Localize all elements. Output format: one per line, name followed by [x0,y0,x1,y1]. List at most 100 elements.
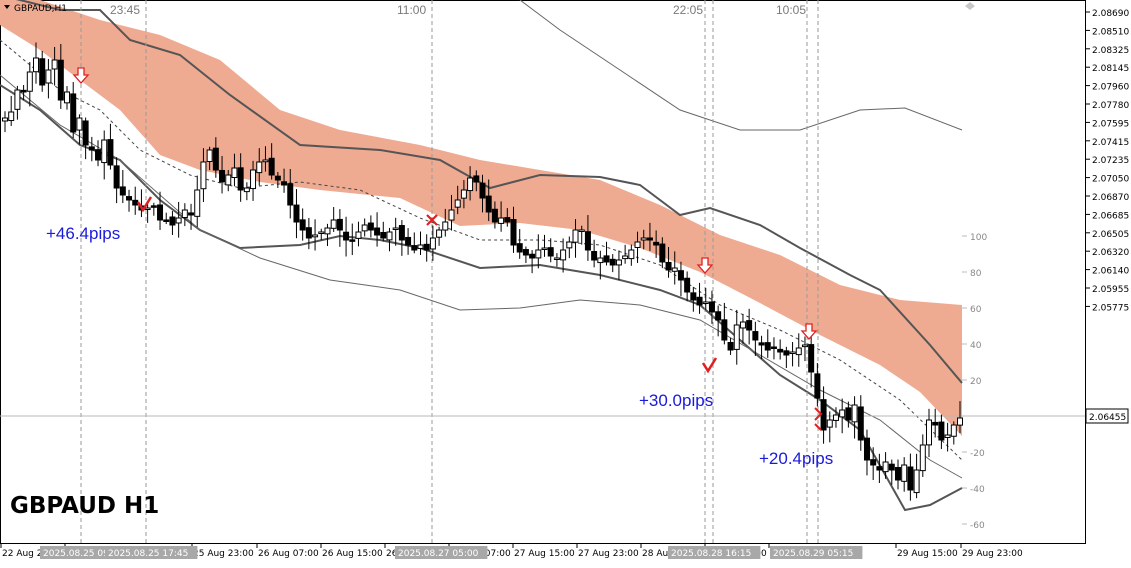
candle-body [163,219,170,222]
candle-body [560,249,567,261]
top-time-4: 10:05 [776,3,806,17]
candle-body [665,261,672,271]
time-highlight-box [395,546,488,559]
candle-body [622,255,629,260]
candle-body [907,466,914,491]
symbol-label: GBPAUD,H1 [14,4,67,14]
sell-arrow-icon [800,323,818,340]
candle-body [250,169,257,190]
osc-tick-label: -40 [970,485,985,495]
candle-body [417,244,424,249]
price-tick-label: 2.08145 [1092,64,1129,74]
price-tick-label: 2.05955 [1092,285,1129,295]
symbol-dropdown-icon[interactable] [4,5,10,9]
candle-body [126,196,133,201]
candle-body [119,186,126,196]
bollinger-upper-line [15,0,963,384]
sell-arrow-icon [72,67,90,84]
bollinger-lower-line [0,84,963,512]
candle-body [591,251,598,261]
price-tick-label: 2.07415 [1092,138,1129,148]
candle-body [206,149,213,163]
candle-body [343,231,350,241]
candle-body [547,247,554,257]
lower-ma-line [0,74,963,479]
candle-body [615,259,622,266]
candle-body [150,205,157,208]
time-highlight-box [40,546,117,559]
candle-body [640,237,647,241]
candle-body [436,229,443,238]
candle-body [504,217,511,223]
candle-body [188,212,195,216]
time-tick-label: 26 Aug 15:00 [322,549,383,559]
candle-body [932,421,939,426]
candle-body [411,245,418,251]
candle-body [39,58,46,86]
candle-body [330,219,337,229]
candle-body [832,414,839,421]
candle-body [448,209,455,221]
candle-body [243,187,250,193]
candle-body [157,204,164,221]
annotation-pips-1: +46.4pips [46,224,120,243]
time-highlight-label: 2025.08.25 09 [43,549,109,559]
candle-body [901,464,908,482]
time-highlight-box [770,546,863,559]
candle-body [746,320,753,331]
candle-body [919,444,926,472]
osc-tick-label: 100 [970,233,987,243]
candle-body [839,409,846,418]
candle-body [752,331,759,341]
candle-body [95,149,102,161]
candle-body [801,344,808,348]
candle-body [870,459,877,466]
scroll-marker-icon[interactable] [965,2,975,10]
candle-body [938,421,945,441]
candle-body [498,217,505,224]
candle-body [405,236,412,246]
candle-body [913,469,920,494]
time-tick-label: 27 Aug 23:00 [578,549,639,559]
osc-tick-label: 40 [970,341,982,351]
candle-body [88,146,95,151]
candle-body [454,199,461,208]
oscillator-scale: 100 80 60 40 20 -20 -40 -60 [962,233,987,531]
sell-arrow-icon [696,257,714,274]
middle-ma-line [0,39,963,461]
candle-body [113,165,120,189]
candle-body [944,434,951,438]
candle-body [876,466,883,471]
candle-body [789,351,796,354]
candle-body [764,342,771,351]
candle-body [739,321,746,329]
candle-body [57,59,64,101]
candle-body [553,257,560,260]
take-profit-check-icon [701,357,718,374]
candle-body [225,174,232,186]
price-tick-label: 2.06140 [1092,267,1129,277]
candle-body [653,241,660,246]
candle-body [758,342,765,346]
candle-body [721,319,728,341]
candle-body [312,234,319,238]
candle-body [76,117,83,131]
candle-body [281,181,288,186]
candle-body [882,461,889,473]
candle-body [541,247,548,250]
candle-body [361,224,368,232]
price-tick-label: 2.08690 [1092,9,1129,19]
candle-body [200,161,207,190]
candle-body [305,227,312,239]
candle-body [64,91,71,104]
candle-body [479,182,486,199]
candle-body [603,255,610,263]
candle-body [33,57,40,73]
candle-body [957,417,963,426]
close-cross-icon [426,214,438,226]
candle-body [212,147,219,171]
candle-body [392,227,399,230]
